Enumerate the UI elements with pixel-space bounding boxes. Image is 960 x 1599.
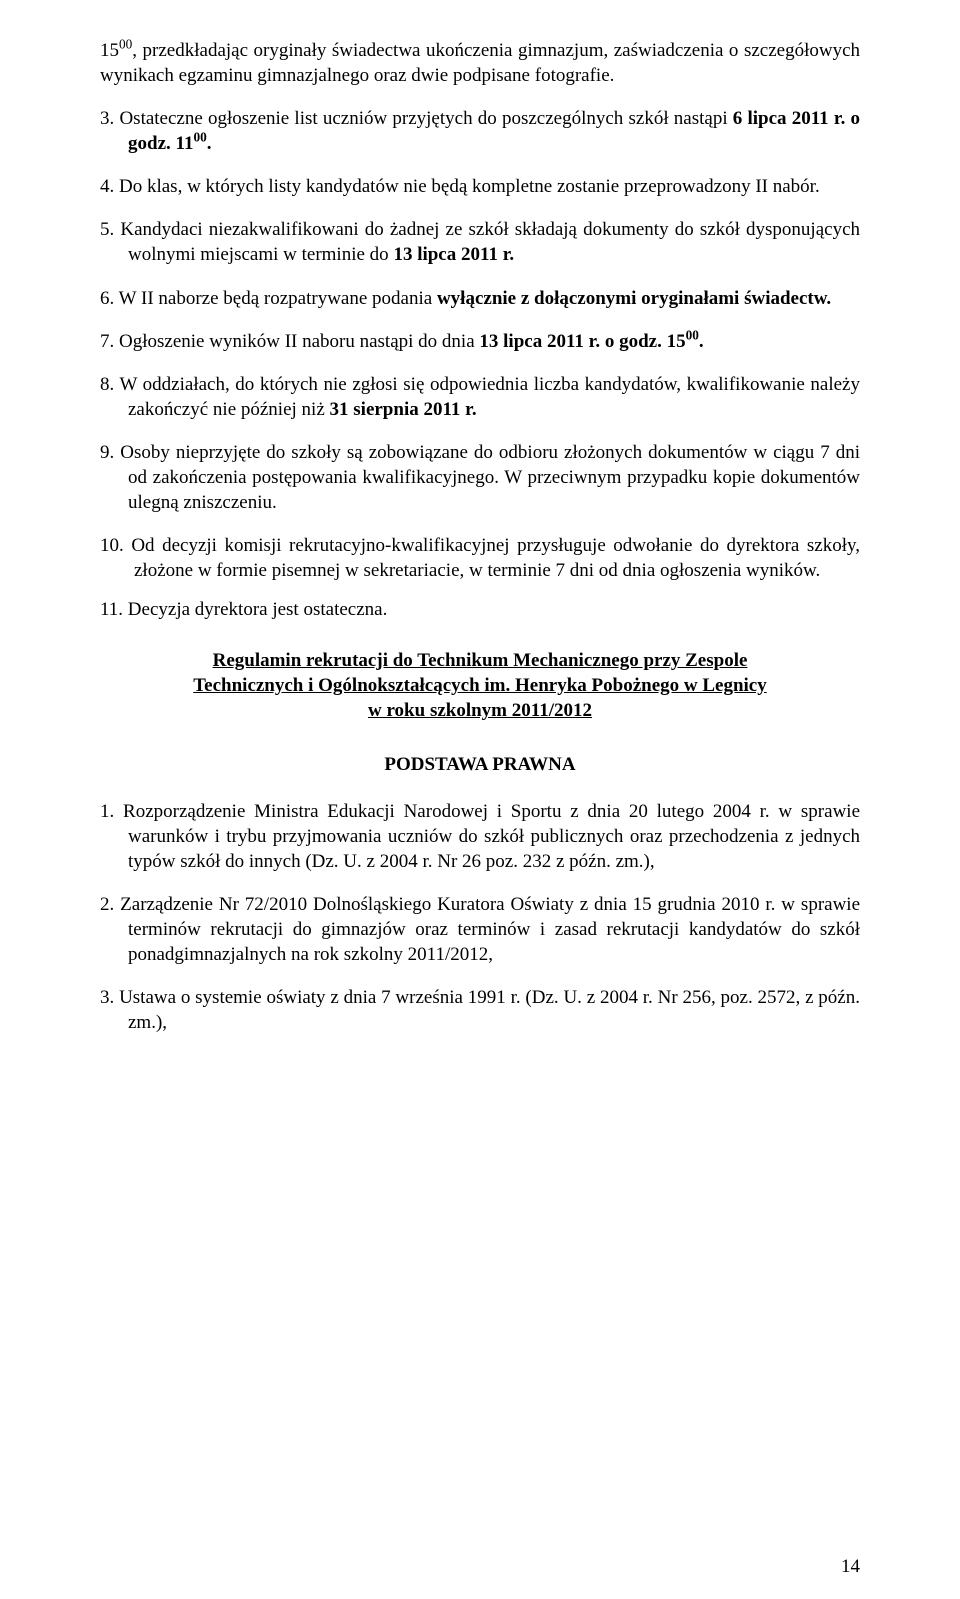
- heading-line-2: Technicznych i Ogólnokształcących im. He…: [193, 675, 767, 696]
- item-8-text: W oddziałach, do których nie zgłosi się …: [120, 374, 860, 420]
- item-3-text: Ostateczne ogłoszenie list uczniów przyj…: [119, 108, 732, 129]
- heading-line-1: Regulamin rekrutacji do Technikum Mechan…: [213, 650, 748, 671]
- basis-1-num: 1.: [100, 801, 114, 822]
- page: 1500, przedkładając oryginały świadectwa…: [0, 0, 960, 1599]
- item-6-text: W II naborze będą rozpatrywane podania: [119, 288, 437, 309]
- item-7-bold: 13 lipca 2011 r. o godz. 15: [479, 331, 685, 352]
- basis-2-text: Zarządzenie Nr 72/2010 Dolnośląskiego Ku…: [120, 894, 860, 965]
- basis-1: 1. Rozporządzenie Ministra Edukacji Naro…: [100, 799, 860, 874]
- item-6-bold: wyłącznie z dołączonymi oryginałami świa…: [437, 288, 831, 309]
- basis-3-num: 3.: [100, 987, 114, 1008]
- page-number: 14: [841, 1554, 860, 1579]
- intro-rest: , przedkładając oryginały świadectwa uko…: [100, 40, 860, 86]
- item-7-sup: 00: [686, 327, 699, 342]
- item-9-text: Osoby nieprzyjęte do szkoły są zobowiąza…: [120, 442, 860, 513]
- item-4-text: Do klas, w których listy kandydatów nie …: [119, 176, 820, 197]
- item-5: 5. Kandydaci niezakwalifikowani do żadne…: [100, 217, 860, 267]
- item-8-num: 8.: [100, 374, 114, 395]
- item-11: 11. Decyzja dyrektora jest ostateczna.: [100, 597, 860, 622]
- item-7-bold2: .: [699, 331, 704, 352]
- item-10: 10. Od decyzji komisji rekrutacyjno-kwal…: [100, 533, 860, 583]
- intro-lead: 15: [100, 40, 119, 61]
- item-4: 4. Do klas, w których listy kandydatów n…: [100, 174, 860, 199]
- intro-paragraph: 1500, przedkładając oryginały świadectwa…: [100, 38, 860, 88]
- item-8: 8. W oddziałach, do których nie zgłosi s…: [100, 372, 860, 422]
- item-6-num: 6.: [100, 288, 114, 309]
- item-3-num: 3.: [100, 108, 114, 129]
- item-7-num: 7.: [100, 331, 114, 352]
- item-6: 6. W II naborze będą rozpatrywane podani…: [100, 286, 860, 311]
- item-7-text: Ogłoszenie wyników II naboru nastąpi do …: [119, 331, 479, 352]
- item-11-text: Decyzja dyrektora jest ostateczna.: [128, 599, 388, 620]
- basis-2: 2. Zarządzenie Nr 72/2010 Dolnośląskiego…: [100, 892, 860, 967]
- basis-1-text: Rozporządzenie Ministra Edukacji Narodow…: [123, 801, 860, 872]
- item-5-bold: 13 lipca 2011 r.: [393, 244, 514, 265]
- item-10-text: Od decyzji komisji rekrutacyjno-kwalifik…: [131, 535, 860, 581]
- item-4-num: 4.: [100, 176, 114, 197]
- item-5-num: 5.: [100, 219, 114, 240]
- item-11-num: 11.: [100, 599, 123, 620]
- intro-sup: 00: [119, 37, 132, 52]
- item-7: 7. Ogłoszenie wyników II naboru nastąpi …: [100, 329, 860, 354]
- item-9: 9. Osoby nieprzyjęte do szkoły są zobowi…: [100, 440, 860, 515]
- item-3: 3. Ostateczne ogłoszenie list uczniów pr…: [100, 106, 860, 156]
- heading-line-3: w roku szkolnym 2011/2012: [368, 700, 592, 721]
- basis-3: 3. Ustawa o systemie oświaty z dnia 7 wr…: [100, 985, 860, 1035]
- item-3-bold2: .: [207, 133, 212, 154]
- item-3-sup: 00: [193, 130, 206, 145]
- basis-2-num: 2.: [100, 894, 114, 915]
- basis-3-text: Ustawa o systemie oświaty z dnia 7 wrześ…: [119, 987, 860, 1033]
- section-title: PODSTAWA PRAWNA: [100, 752, 860, 777]
- item-10-num: 10.: [100, 535, 124, 556]
- regulation-heading: Regulamin rekrutacji do Technikum Mechan…: [100, 648, 860, 723]
- item-9-num: 9.: [100, 442, 114, 463]
- item-8-bold: 31 sierpnia 2011 r.: [330, 399, 477, 420]
